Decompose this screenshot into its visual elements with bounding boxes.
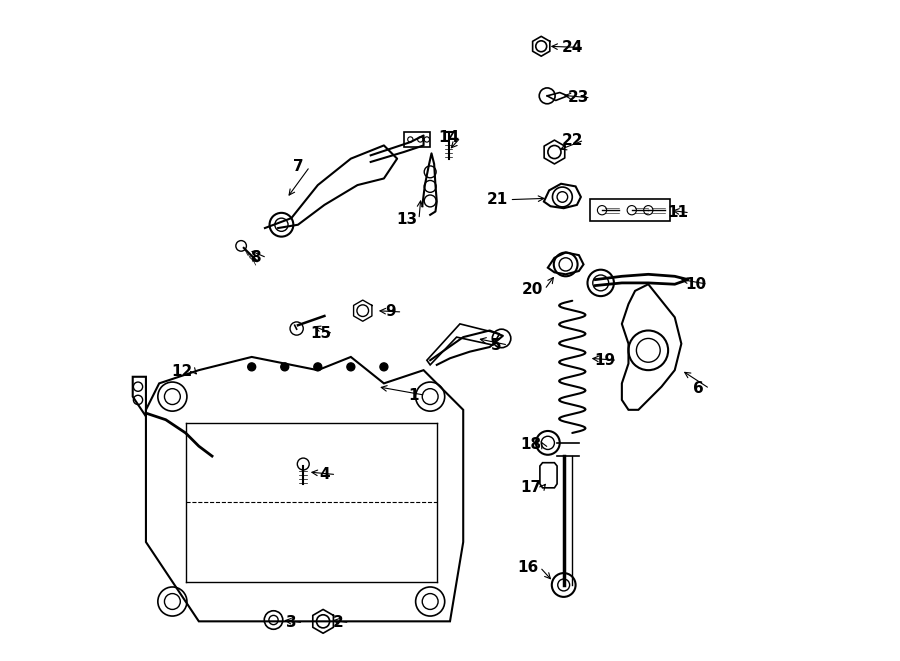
Circle shape <box>380 363 388 371</box>
Text: 23: 23 <box>568 91 590 105</box>
Text: 2: 2 <box>332 615 343 630</box>
Text: 16: 16 <box>518 560 538 574</box>
Text: 22: 22 <box>562 133 583 147</box>
Text: 9: 9 <box>385 305 396 319</box>
Text: 20: 20 <box>522 282 544 297</box>
Text: 14: 14 <box>438 130 459 145</box>
Text: 11: 11 <box>668 206 688 220</box>
Text: 15: 15 <box>310 327 332 341</box>
Text: 18: 18 <box>520 437 541 451</box>
Text: 17: 17 <box>520 481 541 495</box>
Circle shape <box>314 363 322 371</box>
Text: 6: 6 <box>692 381 703 396</box>
Circle shape <box>281 363 289 371</box>
Text: 5: 5 <box>491 338 501 352</box>
Text: 4: 4 <box>320 467 329 482</box>
Text: 13: 13 <box>397 212 418 227</box>
Text: 19: 19 <box>595 353 616 368</box>
Text: 7: 7 <box>292 159 303 174</box>
Text: 12: 12 <box>172 364 193 379</box>
Text: 21: 21 <box>487 192 508 207</box>
Text: 24: 24 <box>562 40 583 55</box>
Text: 8: 8 <box>249 251 260 265</box>
Text: 1: 1 <box>409 388 419 403</box>
Text: 3: 3 <box>286 615 297 630</box>
Circle shape <box>248 363 256 371</box>
Circle shape <box>346 363 355 371</box>
Text: 10: 10 <box>685 277 706 292</box>
